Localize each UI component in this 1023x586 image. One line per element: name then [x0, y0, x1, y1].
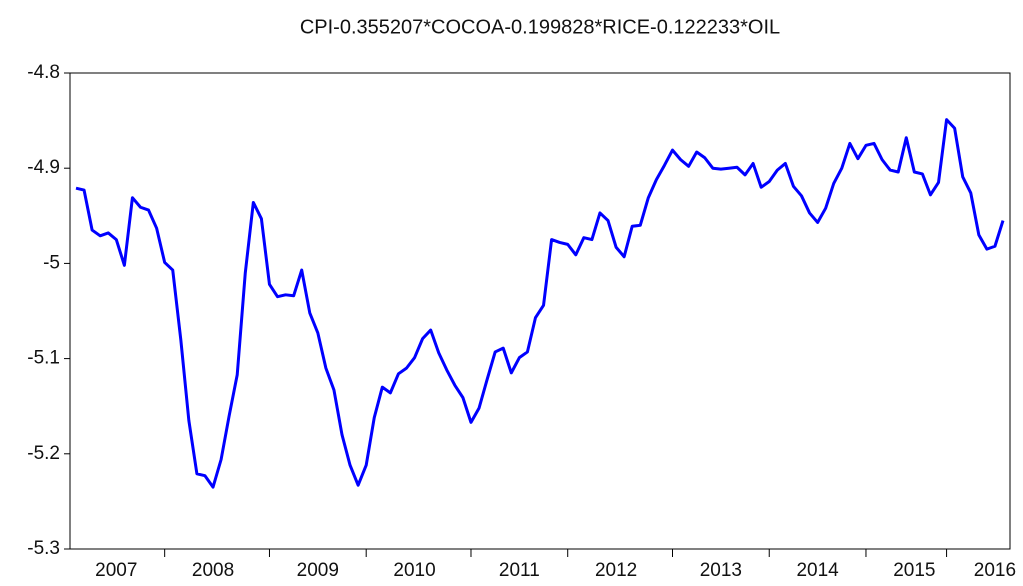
y-tick-label: -5 [43, 252, 60, 273]
chart-title: CPI-0.355207*COCOA-0.199828*RICE-0.12223… [300, 16, 780, 38]
y-tick-label: -4.9 [27, 157, 60, 178]
x-tick-label: 2015 [893, 560, 935, 581]
plot-frame [69, 72, 1011, 550]
x-tick-label: 2010 [393, 560, 435, 581]
y-tick-label: -4.8 [27, 62, 60, 83]
x-tick-label: 2012 [595, 560, 637, 581]
x-tick-label: 2008 [192, 560, 234, 581]
x-tick-label: 2014 [796, 560, 839, 581]
x-tick-label: 2011 [499, 560, 540, 581]
data-line [75, 118, 1005, 489]
x-tick-label: 2013 [700, 560, 742, 581]
x-tick-label: 2007 [95, 560, 137, 581]
y-tick-label: -5.2 [27, 443, 60, 464]
x-tick-label: 2009 [297, 560, 339, 581]
y-tick-label: -5.1 [27, 348, 60, 369]
y-tick-label: -5.3 [27, 538, 60, 559]
x-tick-label: 2016 [974, 560, 1016, 581]
